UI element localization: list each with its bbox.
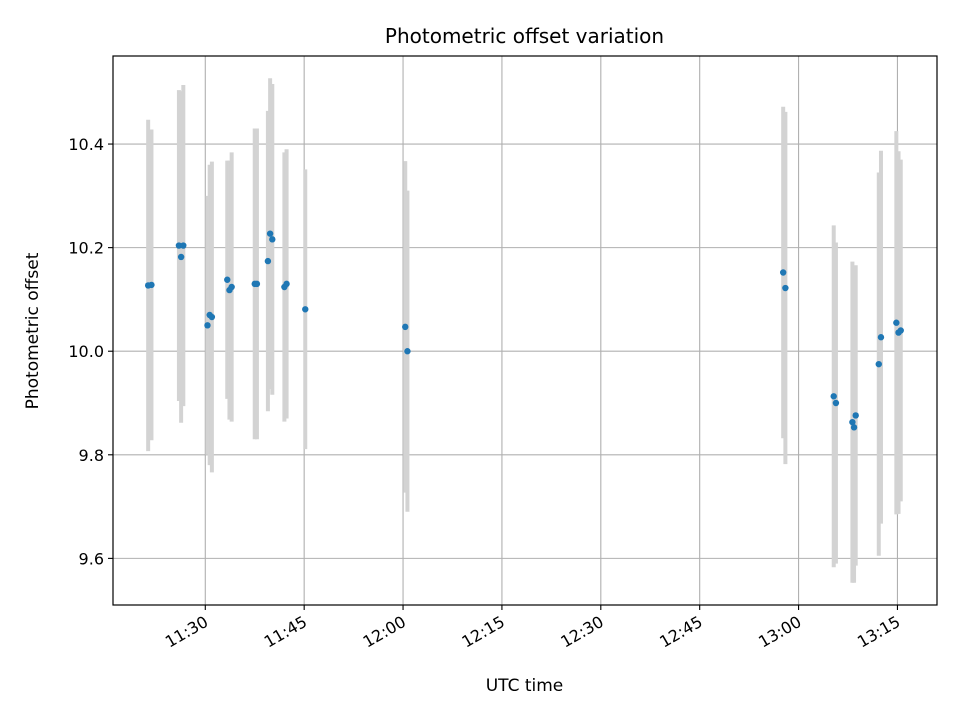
y-tick-label: 10.0	[68, 342, 104, 361]
data-point	[180, 242, 187, 249]
plot-area-frame	[112, 55, 938, 606]
data-point	[175, 242, 183, 249]
data-point	[253, 280, 261, 288]
data-point	[208, 313, 216, 321]
data-point	[850, 424, 858, 431]
y-axis-label: Photometric offset	[23, 252, 43, 409]
data-point	[148, 281, 155, 289]
data-point	[877, 334, 885, 341]
grid-lines	[113, 56, 937, 605]
y-axis-ticks: 9.6 9.8 10.0 10.2 10.4	[68, 135, 113, 568]
data-point	[283, 280, 290, 288]
chart-title: Photometric offset variation	[385, 24, 664, 48]
data-points	[144, 230, 904, 431]
y-tick-label: 9.8	[79, 446, 104, 465]
data-point	[404, 348, 411, 355]
data-point	[224, 276, 231, 283]
data-point	[893, 319, 900, 326]
data-point	[177, 253, 185, 261]
y-tick-label: 10.4	[68, 135, 104, 154]
y-tick-label: 10.2	[68, 239, 104, 258]
data-point	[264, 257, 272, 265]
data-point	[849, 418, 856, 426]
data-point	[402, 323, 409, 331]
data-point	[269, 236, 276, 243]
data-point	[266, 230, 274, 237]
data-point	[204, 322, 211, 329]
data-point	[832, 399, 840, 407]
data-point	[228, 283, 235, 291]
data-point	[782, 284, 789, 292]
x-axis-label: UTC time	[486, 676, 564, 696]
data-point	[779, 269, 787, 276]
data-point	[302, 306, 309, 313]
data-point	[875, 360, 882, 368]
y-tick-label: 9.6	[79, 549, 104, 568]
data-point	[852, 412, 859, 419]
data-point	[897, 327, 904, 334]
data-point	[830, 393, 837, 400]
